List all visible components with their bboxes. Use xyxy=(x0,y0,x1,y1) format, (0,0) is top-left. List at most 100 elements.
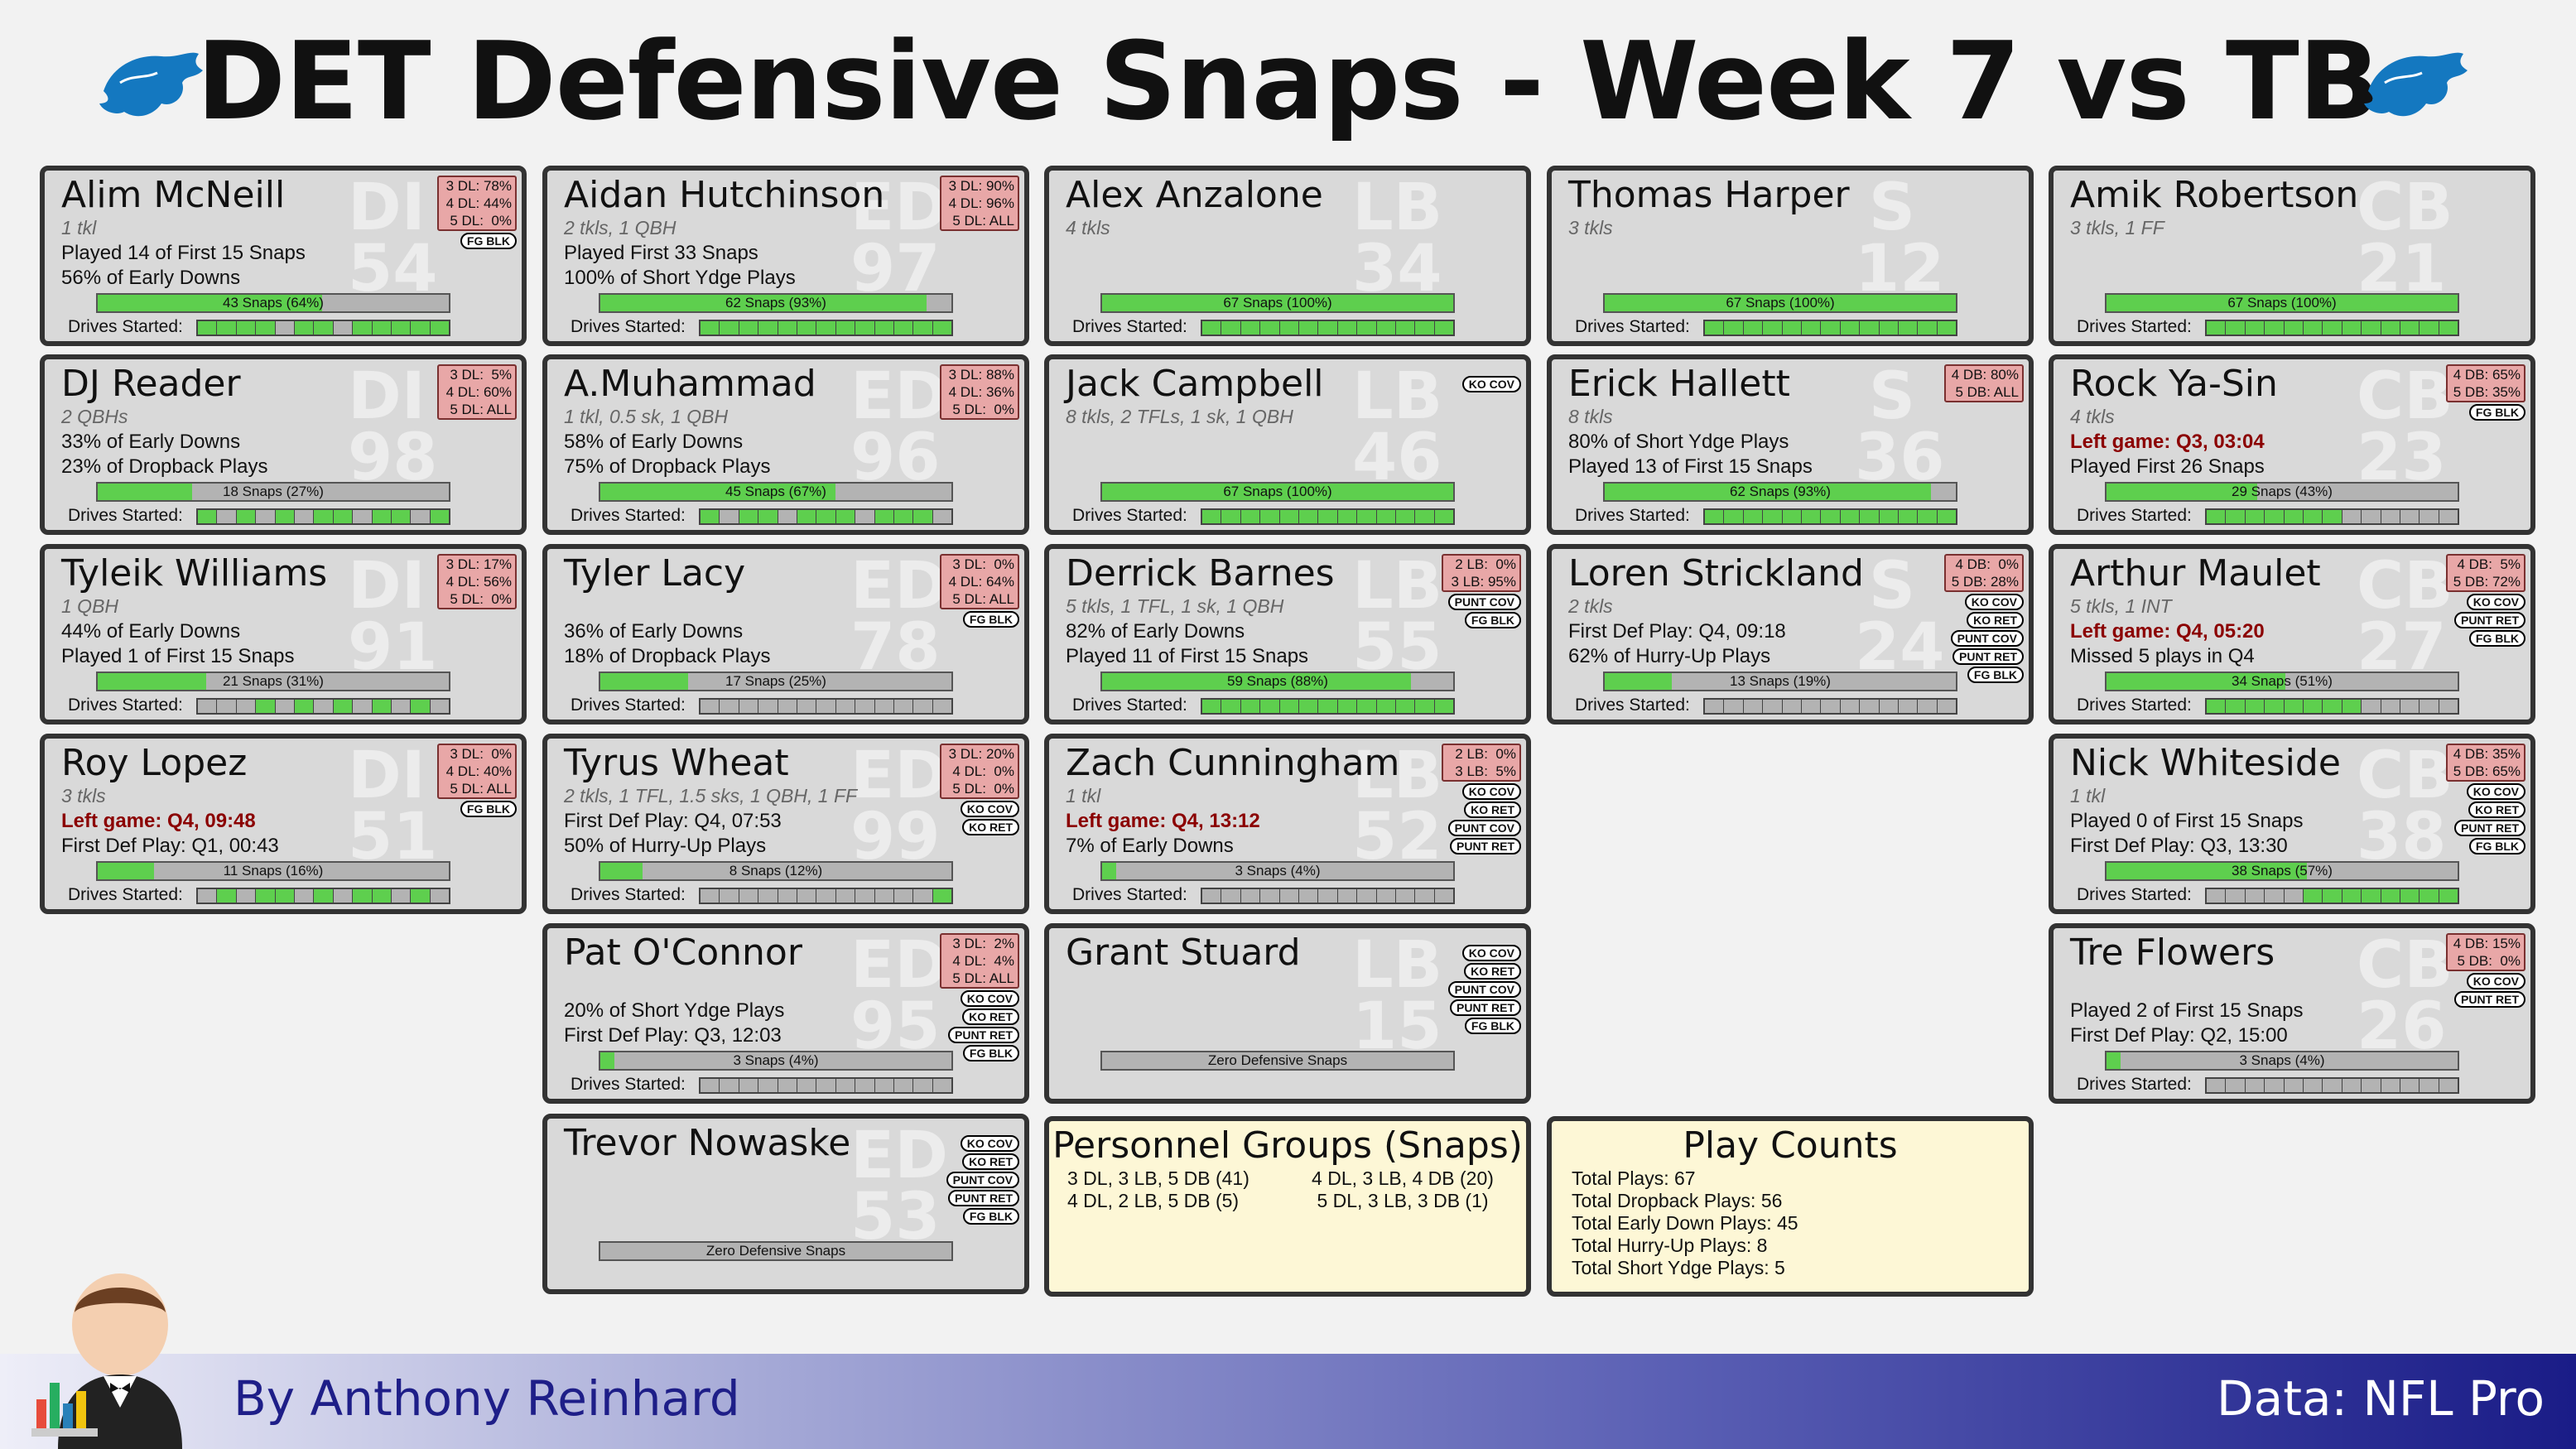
player-note: 75% of Dropback Plays xyxy=(564,455,771,478)
drive-cell xyxy=(1744,700,1764,713)
drive-cell xyxy=(894,889,914,903)
drive-cell xyxy=(1434,700,1454,713)
player-stats: 3 tkls xyxy=(61,785,106,806)
drive-cell xyxy=(1298,321,1319,335)
personnel-groups-box: Personnel Groups (Snaps) 3 DL, 3 LB, 5 D… xyxy=(1044,1116,1531,1297)
drive-cell xyxy=(875,1079,894,1092)
snap-bar-fill xyxy=(98,863,154,879)
special-teams-badge: PUNT RET xyxy=(2454,612,2525,628)
drive-cell xyxy=(2439,700,2458,713)
jersey-number: 38 xyxy=(2357,800,2447,874)
position-watermark: LB 52 xyxy=(1352,744,1442,874)
drive-cell xyxy=(2323,321,2342,335)
drive-cell xyxy=(198,889,218,903)
personnel-group: 3 DL, 3 LB, 5 DB (41) xyxy=(1067,1167,1249,1189)
position-watermark: CB 21 xyxy=(2357,176,2453,301)
drive-cell xyxy=(198,321,218,335)
jersey-number: 52 xyxy=(1352,800,1442,874)
drive-cell xyxy=(2342,1079,2362,1092)
drive-cell xyxy=(1240,321,1261,335)
drive-cell xyxy=(816,1079,836,1092)
drive-cell xyxy=(411,700,431,713)
jersey-number: 12 xyxy=(1855,232,1945,306)
snap-count: 62 Snaps (93%) xyxy=(725,295,826,310)
player-name: Derrick Barnes xyxy=(1066,552,1335,595)
special-teams-badge: KO COV xyxy=(1461,783,1521,800)
player-name: Roy Lopez xyxy=(61,742,248,784)
snap-bar: 67 Snaps (100%) xyxy=(1603,293,1957,313)
drive-cell xyxy=(2323,1079,2342,1092)
drive-cell xyxy=(2285,889,2304,903)
player-name: Tyler Lacy xyxy=(564,552,746,595)
alignment-pct-box: 4 DB: 0% 5 DB: 28% xyxy=(1944,554,2024,592)
drive-cell xyxy=(2207,510,2227,523)
drive-cell xyxy=(431,700,449,713)
snap-count: 18 Snaps (27%) xyxy=(223,484,324,499)
snap-bar-fill xyxy=(1102,863,1116,879)
drive-cell xyxy=(2323,510,2342,523)
drive-cell xyxy=(1743,510,1764,523)
player-note: Played 11 of First 15 Snaps xyxy=(1066,645,1309,667)
drive-cell xyxy=(1279,321,1299,335)
player-note: Left game: Q4, 13:12 xyxy=(1066,810,1260,832)
drive-cell xyxy=(913,510,933,523)
drive-cell xyxy=(2381,700,2400,713)
drive-cell xyxy=(2420,510,2439,523)
player-card: CB 26 Tre Flowers Played 2 of First 15 Snap… xyxy=(2049,923,2535,1104)
drive-cell xyxy=(2362,889,2381,903)
special-teams-badges: FG BLK xyxy=(2468,404,2525,421)
player-stats: 1 tkl xyxy=(2070,785,2106,806)
position-label: LB xyxy=(1352,928,1443,1003)
drive-cell xyxy=(874,321,894,335)
drive-cell xyxy=(1202,321,1222,335)
drive-cell xyxy=(855,700,875,713)
position-watermark: CB 27 xyxy=(2357,554,2453,685)
player-note: Left game: Q4, 09:48 xyxy=(61,810,256,832)
special-teams-badges: KO COV KO RET PUNT RET FG BLK xyxy=(2454,783,2525,854)
snap-count: 43 Snaps (64%) xyxy=(223,295,324,310)
snap-count: 13 Snaps (19%) xyxy=(1730,673,1831,689)
data-source: Data: NFL Pro xyxy=(2217,1370,2545,1427)
player-stats: 3 tkls, 1 FF xyxy=(2070,217,2164,238)
position-label: ED xyxy=(850,928,949,1003)
player-note: Played 14 of First 15 Snaps xyxy=(61,242,306,264)
snap-count: 29 Snaps (43%) xyxy=(2232,484,2333,499)
drive-cell xyxy=(411,889,431,903)
drives-started-label: Drives Started: xyxy=(571,1075,686,1094)
drive-cell xyxy=(333,510,354,523)
player-card: LB 46 Jack Campbell 8 tkls, 2 TFLs, 1 sk, 1… xyxy=(1044,354,1531,535)
jersey-number: 27 xyxy=(2357,610,2447,685)
snap-count: 67 Snaps (100%) xyxy=(2227,295,2337,310)
player-stats: 2 tkls, 1 TFL, 1.5 sks, 1 QBH, 1 FF xyxy=(564,785,858,806)
special-teams-badges: KO COV KO RET PUNT COV PUNT RET FG BLK xyxy=(1447,945,1521,1034)
player-note: Played 0 of First 15 Snaps xyxy=(2070,810,2304,832)
position-watermark: CB 23 xyxy=(2357,364,2453,495)
drive-cell xyxy=(372,889,392,903)
drive-cell xyxy=(913,889,933,903)
drive-cell xyxy=(2439,510,2458,523)
drive-cell xyxy=(1783,700,1802,713)
snap-count: 67 Snaps (100%) xyxy=(1726,295,1835,310)
player-note: 33% of Early Downs xyxy=(61,431,241,453)
drive-cell xyxy=(1918,321,1938,335)
position-label: DI xyxy=(348,171,426,245)
drive-cell xyxy=(2362,321,2381,335)
drive-cell xyxy=(2303,700,2323,713)
position-watermark: LB 46 xyxy=(1352,364,1442,490)
drives-started-bar xyxy=(1703,698,1957,715)
drive-cell xyxy=(411,510,431,523)
play-count-item: Total Short Ydge Plays: 5 xyxy=(1572,1257,1785,1278)
player-name: Tre Flowers xyxy=(2070,932,2275,974)
play-count-item: Total Plays: 67 xyxy=(1572,1167,1696,1189)
drive-cell xyxy=(2265,321,2285,335)
player-stats: 8 tkls xyxy=(1568,406,1613,427)
special-teams-badge: FG BLK xyxy=(1464,1018,1521,1034)
special-teams-badge: KO COV xyxy=(2466,594,2525,610)
jersey-number: 23 xyxy=(2357,421,2447,495)
special-teams-badge: KO COV xyxy=(1964,594,2024,610)
drive-cell xyxy=(391,321,412,335)
position-label: DI xyxy=(348,549,426,623)
drive-cell xyxy=(217,510,237,523)
drive-cell xyxy=(1860,510,1880,523)
drive-cell xyxy=(1357,889,1377,903)
